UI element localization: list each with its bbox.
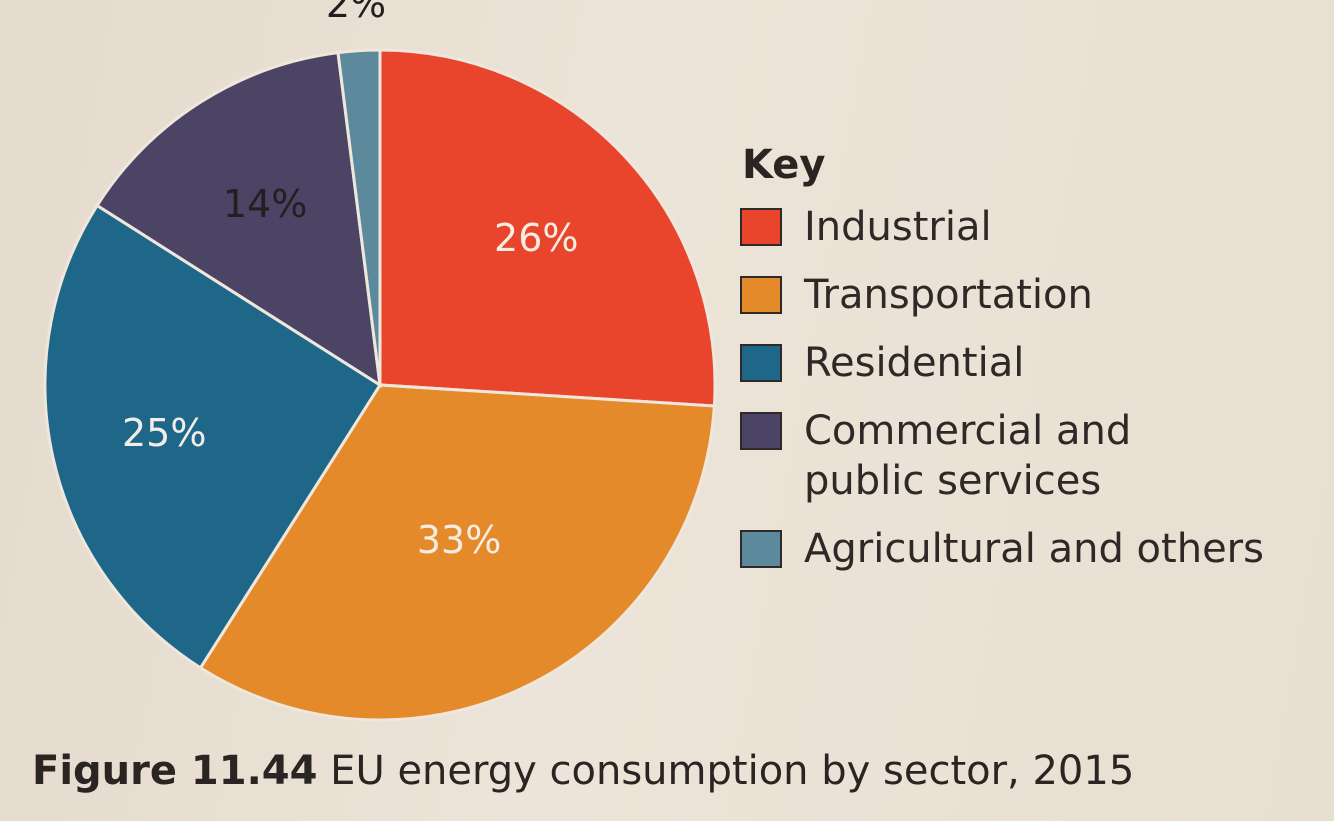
pie-label-industrial: 26% [494,216,578,260]
legend-label-industrial: Industrial [804,204,992,250]
legend-label-residential: Residential [804,340,1025,386]
legend-item-residential: Residential [740,338,1330,388]
legend-item-commercial: Commercial and public services [740,406,1330,506]
legend: Key Industrial Transportation Residentia… [740,142,1330,592]
legend-item-industrial: Industrial [740,202,1330,252]
pie-label-commercial: 14% [223,182,307,226]
pie-label-agricultural: 2% [326,0,386,26]
pie-slice-transportation [198,383,716,722]
legend-swatch-industrial [740,208,782,246]
pie-label-transportation: 33% [417,518,501,562]
legend-swatch-agricultural [740,530,782,568]
legend-title: Key [742,142,826,188]
pie-slice-industrial [378,48,717,408]
legend-swatch-commercial [740,412,782,450]
legend-label-agricultural: Agricultural and others [804,526,1264,572]
pie-label-residential: 25% [122,411,206,455]
figure-number: Figure 11.44 [32,748,318,794]
legend-label-commercial: Commercial and public services [804,408,1132,504]
figure-caption: Figure 11.44 EU energy consumption by se… [32,748,1134,794]
legend-swatch-residential [740,344,782,382]
legend-label-transportation: Transportation [804,272,1093,318]
legend-item-transportation: Transportation [740,270,1330,320]
legend-item-agricultural: Agricultural and others [740,524,1330,574]
figure-caption-text: EU energy consumption by sector, 2015 [330,748,1135,794]
legend-swatch-transportation [740,276,782,314]
pie-slice-commercial [95,50,382,388]
pie-slice-residential [43,203,383,670]
pie-slice-agricultural [336,48,382,386]
